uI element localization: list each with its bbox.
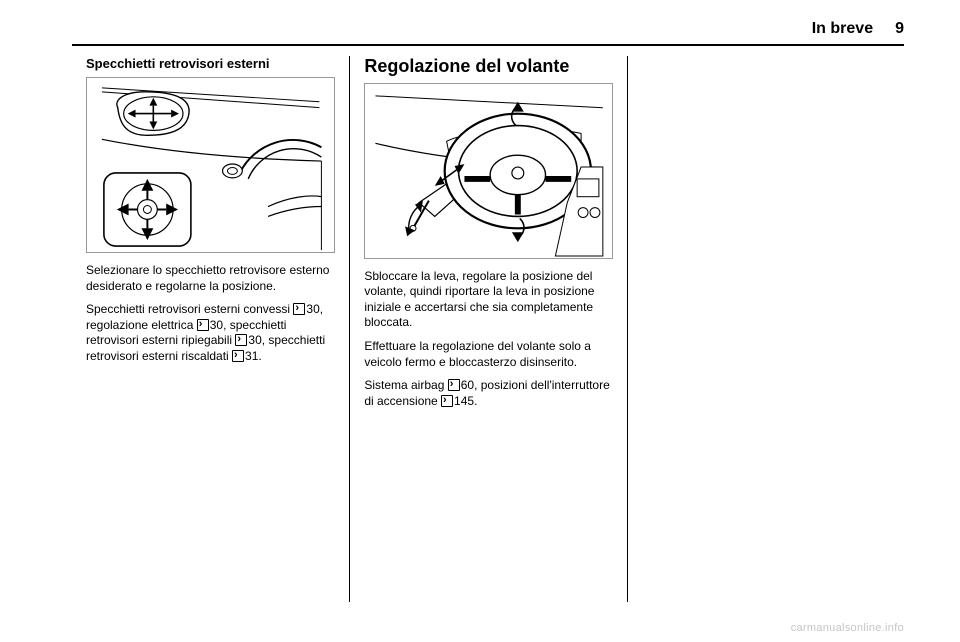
page-ref-icon: 30	[235, 333, 261, 349]
page-ref-icon: 145	[441, 394, 474, 410]
col1-subheading: Specchietti retrovisori esterni	[86, 56, 335, 71]
running-header: In breve 9	[72, 20, 904, 40]
columns-wrap: Specchietti retrovisori esterni	[72, 56, 904, 602]
column-3	[627, 56, 904, 602]
steering-adjust-illustration	[365, 84, 611, 258]
watermark-text: carmanualsonline.info	[791, 622, 904, 634]
text: Specchietti retrovisori esterni convessi	[86, 302, 293, 316]
col2-heading: Regolazione del volante	[364, 56, 612, 77]
page-ref-number: 30	[210, 318, 223, 332]
manual-page: In breve 9 Specchietti retrovisori ester…	[0, 0, 960, 642]
col1-paragraph-1: Selezionare lo specchietto retrovisore e…	[86, 263, 335, 294]
column-2: Regolazione del volante	[349, 56, 626, 602]
page-ref-number: 145	[454, 394, 474, 408]
page-ref-number: 31	[245, 349, 258, 363]
col2-paragraph-2: Effettuare la regolazione del volante so…	[364, 339, 612, 370]
text: .	[474, 394, 477, 408]
page-ref-icon: 60	[448, 378, 474, 394]
text: .	[258, 349, 261, 363]
page-ref-number: 30	[248, 333, 261, 347]
page-ref-icon: 31	[232, 349, 258, 365]
col2-paragraph-1: Sbloccare la leva, regolare la posizione…	[364, 269, 612, 331]
header-section-title: In breve	[812, 20, 873, 38]
col1-paragraph-2: Specchietti retrovisori esterni convessi…	[86, 302, 335, 364]
page-ref-number: 30	[306, 302, 319, 316]
page-ref-number: 60	[461, 378, 474, 392]
mirror-adjust-illustration	[87, 78, 334, 252]
figure-steering-adjust	[364, 83, 612, 259]
figure-mirror-adjust	[86, 77, 335, 253]
header-rule	[72, 44, 904, 46]
col2-paragraph-3: Sistema airbag 60, posizioni dell'interr…	[364, 378, 612, 409]
text: Sistema airbag	[364, 378, 447, 392]
column-1: Specchietti retrovisori esterni	[72, 56, 349, 602]
header-page-number: 9	[895, 20, 904, 38]
page-ref-icon: 30	[197, 318, 223, 334]
page-ref-icon: 30	[293, 302, 319, 318]
